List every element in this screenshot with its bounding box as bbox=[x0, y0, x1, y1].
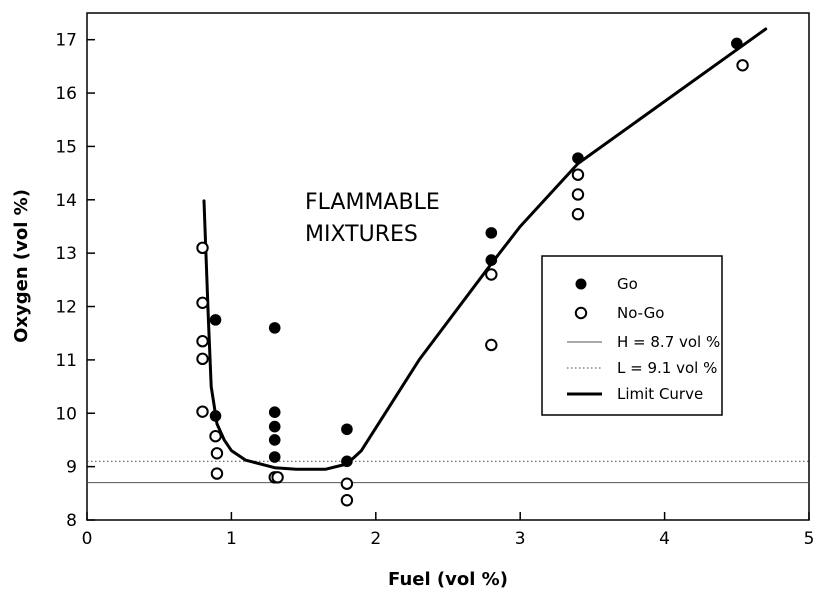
legend-nogo-marker bbox=[574, 306, 588, 320]
y-tick-label-4: 12 bbox=[55, 298, 77, 318]
go-point bbox=[731, 37, 743, 50]
legend-l-label: L = 9.1 vol % bbox=[617, 359, 717, 377]
nogo-point bbox=[196, 241, 209, 255]
y-tick-label-7: 15 bbox=[55, 137, 77, 157]
legend-box bbox=[541, 255, 723, 416]
reference-lines bbox=[87, 460, 809, 484]
go-point bbox=[268, 322, 281, 334]
nogo-point bbox=[196, 335, 209, 348]
go-point bbox=[268, 406, 281, 418]
nogo-point bbox=[485, 338, 498, 352]
x-tick-label-5: 5 bbox=[804, 529, 815, 549]
nogo-point bbox=[196, 405, 209, 418]
legend-limit-label: Limit Curve bbox=[617, 385, 703, 403]
go-point bbox=[485, 254, 498, 266]
nogo-point bbox=[340, 477, 354, 490]
nogo-point bbox=[571, 188, 585, 201]
y-axis-title: Oxygen (vol %) bbox=[11, 189, 32, 343]
legend-nogo-label: No-Go bbox=[617, 304, 664, 322]
x-tick-label-0: 0 bbox=[82, 529, 93, 549]
go-point bbox=[209, 410, 222, 422]
legend: Go No-Go H = 8.7 vol % L = 9.1 vol % Lim… bbox=[541, 255, 723, 416]
x-tick-label-2: 2 bbox=[370, 529, 381, 549]
nogo-point bbox=[571, 207, 585, 221]
go-point bbox=[268, 420, 281, 433]
nogo-point bbox=[571, 168, 585, 181]
go-point bbox=[341, 455, 353, 468]
nogo-point bbox=[736, 59, 749, 72]
go-point bbox=[268, 451, 281, 463]
y-tick-label-8: 16 bbox=[55, 84, 77, 104]
nogo-point bbox=[271, 471, 284, 484]
nogo-point bbox=[210, 447, 224, 460]
go-point bbox=[209, 314, 222, 326]
annotation-line-2: MIXTURES bbox=[305, 222, 418, 247]
nogo-point bbox=[485, 268, 498, 281]
nogo-point bbox=[209, 430, 222, 443]
go-point bbox=[485, 227, 498, 239]
y-tick-label-6: 14 bbox=[55, 191, 77, 211]
nogo-point bbox=[210, 467, 224, 480]
annotation-line-1: FLAMMABLE bbox=[305, 190, 440, 215]
legend-go-marker bbox=[575, 278, 587, 290]
y-tick-label-2: 10 bbox=[55, 404, 77, 424]
legend-h-label: H = 8.7 vol % bbox=[617, 333, 720, 351]
y-tick-label-3: 11 bbox=[55, 351, 77, 371]
go-point bbox=[341, 423, 353, 436]
data-points-layer bbox=[196, 37, 749, 507]
nogo-point bbox=[340, 494, 354, 507]
x-tick-label-3: 3 bbox=[515, 529, 526, 549]
x-axis-title: Fuel (vol %) bbox=[388, 569, 508, 590]
y-tick-label-5: 13 bbox=[55, 244, 77, 264]
nogo-point bbox=[196, 296, 209, 309]
go-point bbox=[268, 434, 281, 446]
x-tick-label-1: 1 bbox=[226, 529, 237, 549]
x-tick-label-4: 4 bbox=[659, 529, 670, 549]
nogo-point bbox=[196, 352, 209, 366]
y-tick-label-0: 8 bbox=[66, 511, 77, 531]
go-point bbox=[572, 152, 584, 164]
y-tick-label-9: 17 bbox=[55, 31, 77, 51]
legend-go-label: Go bbox=[617, 275, 638, 293]
plot-frame bbox=[86, 12, 810, 521]
y-tick-label-1: 9 bbox=[66, 458, 77, 478]
